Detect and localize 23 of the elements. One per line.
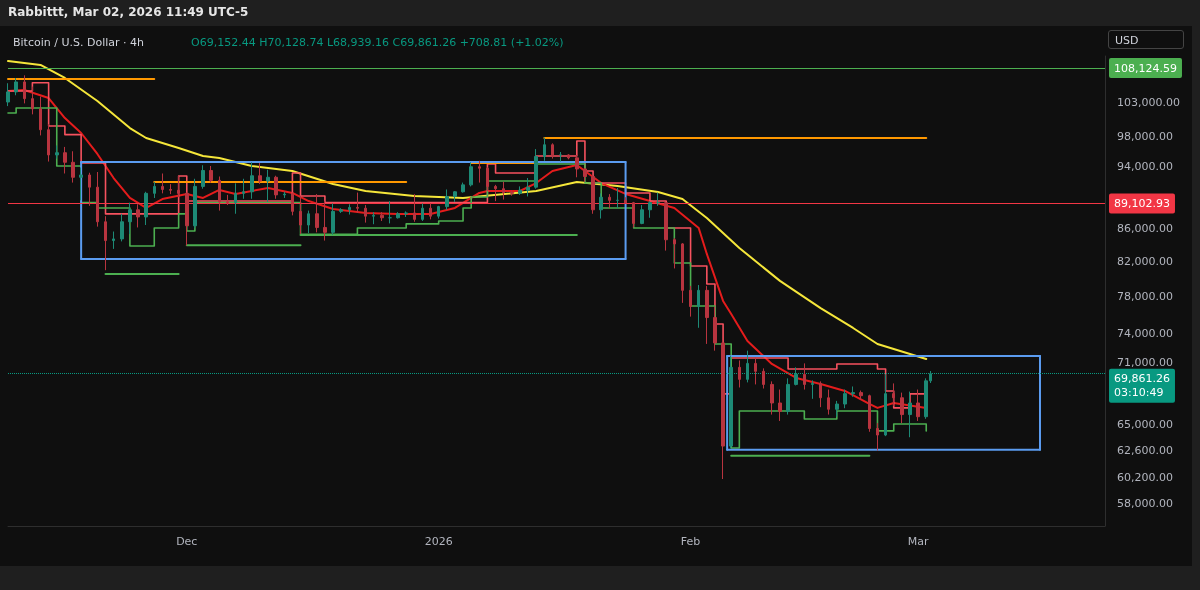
y-tick-label: 103,000.00 [1117, 95, 1180, 109]
x-tick-label: Dec [176, 535, 198, 548]
ref-line-label: 89,102.93 [1114, 196, 1170, 210]
y-tick-label: 98,000.00 [1117, 130, 1173, 144]
y-tick-label: 65,000.00 [1117, 417, 1173, 431]
x-tick-label: Mar [907, 535, 929, 548]
ref-line-label: 69,861.26 03:10:49 [1114, 372, 1170, 400]
y-tick-label: 78,000.00 [1117, 290, 1173, 304]
y-tick-label: 74,000.00 [1117, 326, 1173, 340]
y-tick-label: 60,200.00 [1117, 471, 1173, 485]
y-tick-label: 62,600.00 [1117, 444, 1173, 458]
x-tick-label: Feb [680, 535, 701, 548]
y-tick-label: 58,000.00 [1117, 497, 1173, 511]
y-tick-label: 71,000.00 [1117, 355, 1173, 369]
x-tick-label: 2026 [424, 535, 453, 548]
chart-title: Bitcoin / U.S. Dollar · 4h [13, 36, 145, 49]
text: USD [1108, 30, 1184, 49]
y-tick-label: 86,000.00 [1117, 221, 1173, 235]
y-tick-label: 82,000.00 [1117, 255, 1173, 269]
chart-subtitle: O69,152.44 H70,128.74 L68,939.16 C69,861.26 +708.81 (+1.02%) [191, 36, 564, 49]
ref-line-label: 108,124.59 [1114, 61, 1177, 75]
y-tick-label: 94,000.00 [1117, 159, 1173, 173]
text: Rabbittt, Mar 02, 2026 11:49 UTC-5 [8, 5, 249, 19]
